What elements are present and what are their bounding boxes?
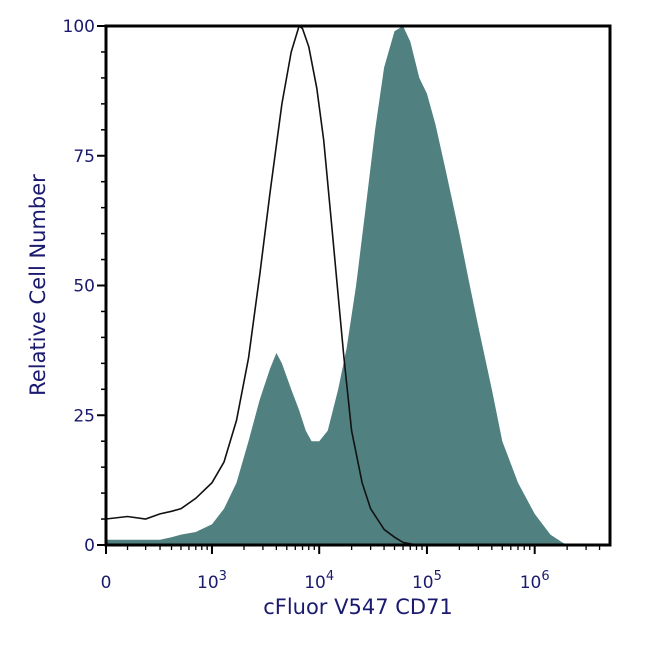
plot-frame — [104, 24, 612, 547]
y-tick-label: 25 — [73, 406, 95, 426]
x-tick-label: 105 — [412, 569, 442, 593]
y-tick-label: 50 — [73, 277, 95, 297]
x-tick-label: 0 — [101, 573, 112, 593]
x-tick-label: 106 — [520, 569, 550, 593]
axes: 0 25 50 75 100 0 103 104 105 106 — [63, 17, 601, 593]
plot-marks — [105, 24, 568, 546]
y-tick-label: 0 — [84, 536, 95, 556]
y-tick-label: 75 — [73, 147, 95, 167]
outline-histogram-series — [105, 24, 417, 546]
filled-histogram-series — [106, 26, 568, 545]
y-tick-label: 100 — [63, 17, 95, 37]
x-tick-label: 104 — [304, 569, 334, 593]
y-axis-title: Relative Cell Number — [26, 174, 50, 396]
x-axis-title: cFluor V547 CD71 — [263, 595, 453, 619]
x-tick-label: 103 — [197, 569, 227, 593]
